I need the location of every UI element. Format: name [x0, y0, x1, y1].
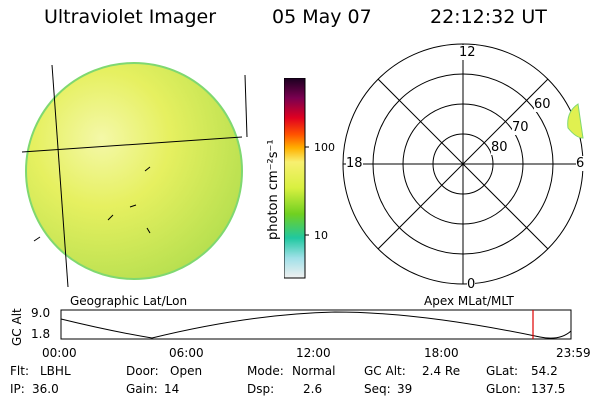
colorbar	[284, 78, 309, 279]
colorbar-gradient	[284, 78, 306, 279]
alt-ytick: 9.0	[31, 306, 51, 320]
altitude-curve	[60, 311, 572, 339]
status-value: 54.2	[531, 364, 558, 378]
alt-xtick: 06:00	[169, 346, 204, 360]
status-value: 137.5	[531, 382, 566, 396]
colorbar-tick: 100	[314, 141, 335, 154]
colorbar-tick: 10	[314, 229, 328, 242]
status-value: 14	[164, 382, 180, 396]
date-label: 05 May 07	[272, 6, 372, 28]
auroral-patch	[567, 103, 584, 139]
polar-panel-label: Apex MLat/MLT	[424, 294, 514, 308]
status-value: Normal	[292, 364, 336, 378]
alt-ytick: 1.8	[31, 327, 51, 341]
altitude-plot-frame	[60, 309, 572, 340]
status-value: 2.4 Re	[422, 364, 461, 378]
mlt-label-left: 18	[346, 156, 363, 171]
geo-panel-label: Geographic Lat/Lon	[70, 294, 188, 308]
alt-xtick: 23:59	[556, 346, 591, 360]
lat-label-80: 80	[491, 140, 508, 155]
alt-xtick: 18:00	[424, 346, 459, 360]
status-key: Gain:	[126, 382, 158, 396]
status-key: IP:	[10, 382, 25, 396]
status-value: 36.0	[32, 382, 59, 396]
time-label: 22:12:32 UT	[430, 6, 547, 28]
status-key: Mode:	[247, 364, 284, 378]
geo-grid-line	[244, 74, 248, 138]
alt-xtick: 12:00	[296, 346, 331, 360]
status-key: Door:	[126, 364, 159, 378]
earth-disk	[25, 62, 243, 280]
mlt-label-top: 12	[459, 45, 476, 60]
geo-grid-line	[21, 136, 243, 153]
status-value: LBHL	[40, 364, 71, 378]
instrument-title: Ultraviolet Imager	[44, 6, 217, 28]
status-key: Flt:	[10, 364, 29, 378]
status-key: GLat:	[486, 364, 519, 378]
status-key: Seq:	[364, 382, 391, 396]
status-key: GC Alt:	[364, 364, 406, 378]
colorbar-unit-label: photon cm⁻²s⁻¹	[266, 139, 281, 240]
lat-label-60: 60	[534, 97, 551, 112]
polar-plot	[342, 43, 584, 285]
alt-ylabel: GC Alt	[10, 308, 24, 346]
status-key: Dsp:	[247, 382, 275, 396]
geo-grid-line	[51, 64, 69, 288]
status-value: 2.6	[303, 382, 323, 396]
alt-xtick: 00:00	[42, 346, 77, 360]
lat-label-70: 70	[512, 120, 529, 135]
mlt-label-bottom: 0	[467, 277, 476, 292]
status-key: GLon:	[486, 382, 521, 396]
mlt-label-right: 6	[576, 156, 585, 171]
geographic-image	[21, 62, 248, 288]
altitude-plot	[60, 309, 572, 340]
status-value: Open	[170, 364, 203, 378]
status-value: 39	[397, 382, 413, 396]
